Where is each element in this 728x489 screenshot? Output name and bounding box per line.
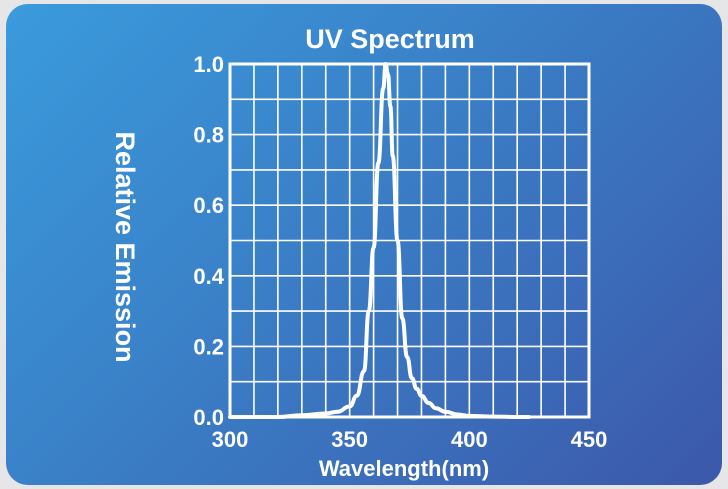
plot-frame (228, 62, 591, 419)
y-tick-label: 0.4 (193, 264, 224, 289)
x-axis-label: Wavelength(nm) (319, 456, 489, 481)
uv-spectrum-chart: UV Spectrum 0.0 0.2 0.4 0.6 0.8 1.0 300 350 400… (110, 24, 608, 481)
y-axis-label: Relative Emission (110, 131, 140, 362)
grid-lines (230, 64, 589, 417)
y-tick-label: 0.8 (193, 123, 224, 148)
x-tick-label: 450 (571, 427, 608, 452)
y-tick-label: 1.0 (193, 52, 224, 77)
chart-title: UV Spectrum (305, 24, 475, 54)
y-tick-label: 0.6 (193, 193, 224, 218)
y-tick-label: 0.0 (193, 405, 224, 430)
spectrum-line (228, 62, 532, 420)
x-tick-labels: 300 350 400 450 (212, 427, 608, 452)
x-tick-label: 350 (331, 427, 368, 452)
y-tick-label: 0.2 (193, 334, 224, 359)
chart-card: UV Spectrum 0.0 0.2 0.4 0.6 0.8 1.0 300 350 400… (6, 4, 722, 485)
x-tick-label: 300 (212, 427, 249, 452)
x-tick-label: 400 (451, 427, 488, 452)
y-tick-labels: 0.0 0.2 0.4 0.6 0.8 1.0 (193, 52, 224, 430)
